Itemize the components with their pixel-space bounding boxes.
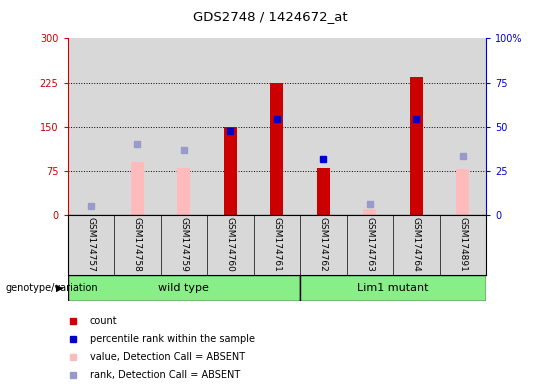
Bar — [177, 168, 190, 215]
Bar — [317, 168, 329, 215]
Text: value, Detection Call = ABSENT: value, Detection Call = ABSENT — [90, 352, 245, 362]
Bar — [224, 127, 237, 215]
Text: percentile rank within the sample: percentile rank within the sample — [90, 334, 255, 344]
Text: ▶: ▶ — [56, 283, 63, 293]
Text: GSM174761: GSM174761 — [272, 217, 281, 272]
Text: rank, Detection Call = ABSENT: rank, Detection Call = ABSENT — [90, 370, 240, 380]
Bar — [68, 275, 300, 301]
Text: Lim1 mutant: Lim1 mutant — [357, 283, 429, 293]
Text: GSM174762: GSM174762 — [319, 217, 328, 271]
Bar — [300, 275, 486, 301]
Text: GSM174760: GSM174760 — [226, 217, 235, 272]
Bar — [363, 209, 376, 215]
Text: GSM174891: GSM174891 — [458, 217, 467, 272]
Text: GSM174759: GSM174759 — [179, 217, 188, 272]
Text: genotype/variation: genotype/variation — [5, 283, 98, 293]
Text: GSM174764: GSM174764 — [412, 217, 421, 271]
Text: GSM174757: GSM174757 — [86, 217, 95, 272]
Text: count: count — [90, 316, 117, 326]
Bar — [131, 162, 144, 215]
Bar — [456, 169, 469, 215]
Text: GSM174758: GSM174758 — [133, 217, 141, 272]
Text: GDS2748 / 1424672_at: GDS2748 / 1424672_at — [193, 10, 347, 23]
Text: GSM174763: GSM174763 — [365, 217, 374, 272]
Bar — [410, 77, 423, 215]
Bar — [271, 83, 283, 215]
Text: wild type: wild type — [158, 283, 209, 293]
